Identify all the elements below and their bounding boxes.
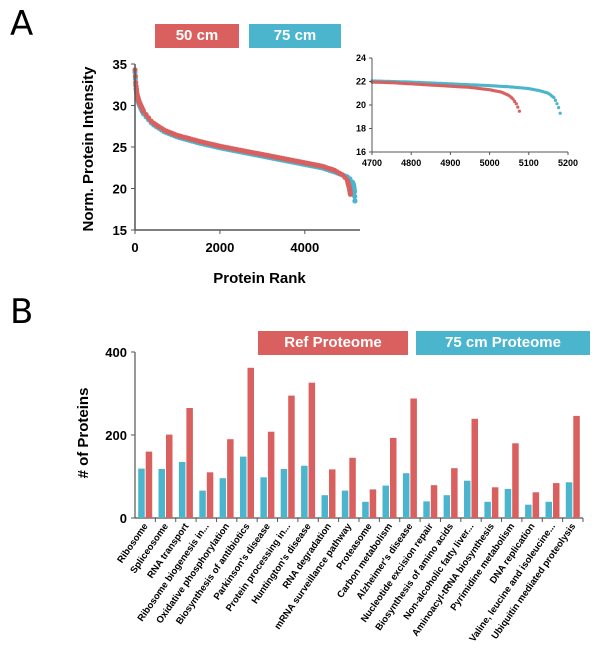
bar-75cm-proteome — [321, 495, 328, 518]
inset-x-tick-label: 4700 — [362, 158, 382, 168]
bar-75cm-proteome — [280, 469, 288, 518]
inset-x-tick-label: 5200 — [558, 158, 578, 168]
bar-75cm-proteome — [504, 488, 512, 518]
data-point — [347, 191, 353, 197]
bar-ref-proteome — [491, 487, 499, 518]
inset-y-tick-label: 18 — [356, 124, 366, 134]
inset-y-tick-label: 20 — [356, 100, 366, 110]
legend-50cm: 50 cm — [155, 24, 239, 48]
data-point — [517, 109, 522, 113]
bar-75cm-proteome — [565, 482, 573, 518]
bar-75cm-proteome — [301, 465, 308, 518]
bar-75cm-proteome — [158, 469, 165, 518]
y-axis-title: # of Proteins — [75, 388, 92, 479]
legend-ref-proteome: Ref Proteome — [258, 331, 408, 355]
bar-75cm-proteome — [464, 480, 471, 518]
bar-75cm-proteome — [178, 462, 186, 518]
bar-ref-proteome — [512, 443, 519, 518]
y-tick-label: 0 — [120, 511, 127, 526]
bar-ref-proteome — [451, 468, 458, 518]
bar-ref-proteome — [145, 451, 153, 518]
bar-75cm-proteome — [138, 468, 145, 518]
inset-x-tick-label: 4800 — [401, 158, 421, 168]
bar-75cm-proteome — [382, 485, 389, 518]
bar-75cm-proteome — [240, 456, 247, 518]
bar-ref-proteome — [430, 485, 438, 518]
series-75-cm — [132, 69, 358, 204]
legend-75cm: 75 cm — [249, 24, 341, 48]
bar-ref-proteome — [573, 415, 580, 518]
y-tick-label: 20 — [113, 182, 127, 197]
bar-75cm-proteome — [423, 501, 430, 518]
bar-ref-proteome — [553, 483, 560, 518]
bar-ref-proteome — [349, 457, 356, 518]
bar-ref-proteome — [267, 431, 275, 518]
x-tick-label: 0 — [131, 240, 138, 255]
inset-y-tick-label: 16 — [356, 147, 366, 157]
bar-ref-proteome — [329, 469, 336, 518]
series-50-cm — [132, 67, 353, 197]
bar-ref-proteome — [288, 395, 295, 518]
bar-ref-proteome — [410, 398, 417, 518]
inset-x-tick-label: 4900 — [440, 158, 460, 168]
inset-y-tick-label: 24 — [356, 53, 366, 63]
bar-ref-proteome — [471, 418, 478, 518]
bar-ref-proteome — [532, 492, 540, 518]
y-axis-title: Norm. Protein Intensity — [80, 66, 97, 232]
data-point — [553, 98, 558, 102]
bar-ref-proteome — [206, 472, 214, 518]
y-tick-label: 25 — [113, 140, 127, 155]
data-point — [555, 102, 559, 106]
data-point — [557, 106, 561, 110]
bar-75cm-proteome — [443, 495, 451, 518]
bar-ref-proteome — [247, 367, 254, 518]
bar-75cm-proteome — [484, 501, 491, 518]
bar-ref-proteome — [186, 408, 193, 518]
data-point — [511, 97, 515, 101]
y-tick-label: 15 — [113, 223, 127, 238]
data-point — [514, 102, 518, 106]
data-point — [352, 198, 358, 204]
bar-75cm-proteome — [525, 504, 532, 518]
data-point — [513, 99, 517, 104]
y-tick-label: 400 — [105, 345, 127, 360]
x-axis-title: Protein Rank — [213, 270, 306, 287]
data-point — [352, 193, 358, 199]
bar-75cm-proteome — [402, 473, 410, 518]
bar-ref-proteome — [390, 437, 397, 518]
data-point — [552, 96, 556, 100]
y-tick-label: 30 — [113, 99, 127, 114]
panel-a-chart: 15 20 25 30 35 0 2000 4000 Protein Rank Norm. Pro… — [80, 53, 578, 287]
panel-a-label: A — [10, 4, 34, 44]
x-tick-label: 4000 — [290, 240, 319, 255]
bar-ref-proteome — [166, 434, 173, 518]
legend-75cm-proteome: 75 cm Proteome — [416, 331, 590, 355]
y-tick-label: 200 — [105, 428, 127, 443]
panel-b-label: B — [10, 292, 34, 332]
inset-x-tick-label: 5000 — [480, 158, 500, 168]
bar-75cm-proteome — [362, 501, 369, 518]
bar-75cm-proteome — [341, 490, 349, 518]
bar-75cm-proteome — [199, 490, 206, 518]
bar-ref-proteome — [227, 439, 234, 518]
inset-y-tick-label: 22 — [356, 77, 366, 87]
bar-ref-proteome — [308, 382, 316, 518]
data-point — [558, 111, 562, 115]
inset-series-50-cm — [370, 80, 522, 113]
x-tick-label: 2000 — [205, 240, 234, 255]
bar-75cm-proteome — [545, 501, 552, 518]
data-point — [516, 105, 520, 109]
bar-ref-proteome — [369, 489, 377, 518]
y-tick-label: 35 — [113, 57, 127, 72]
bar-75cm-proteome — [260, 477, 267, 518]
inset-x-tick-label: 5100 — [519, 158, 539, 168]
bar-75cm-proteome — [219, 478, 227, 518]
data-point — [351, 189, 358, 195]
